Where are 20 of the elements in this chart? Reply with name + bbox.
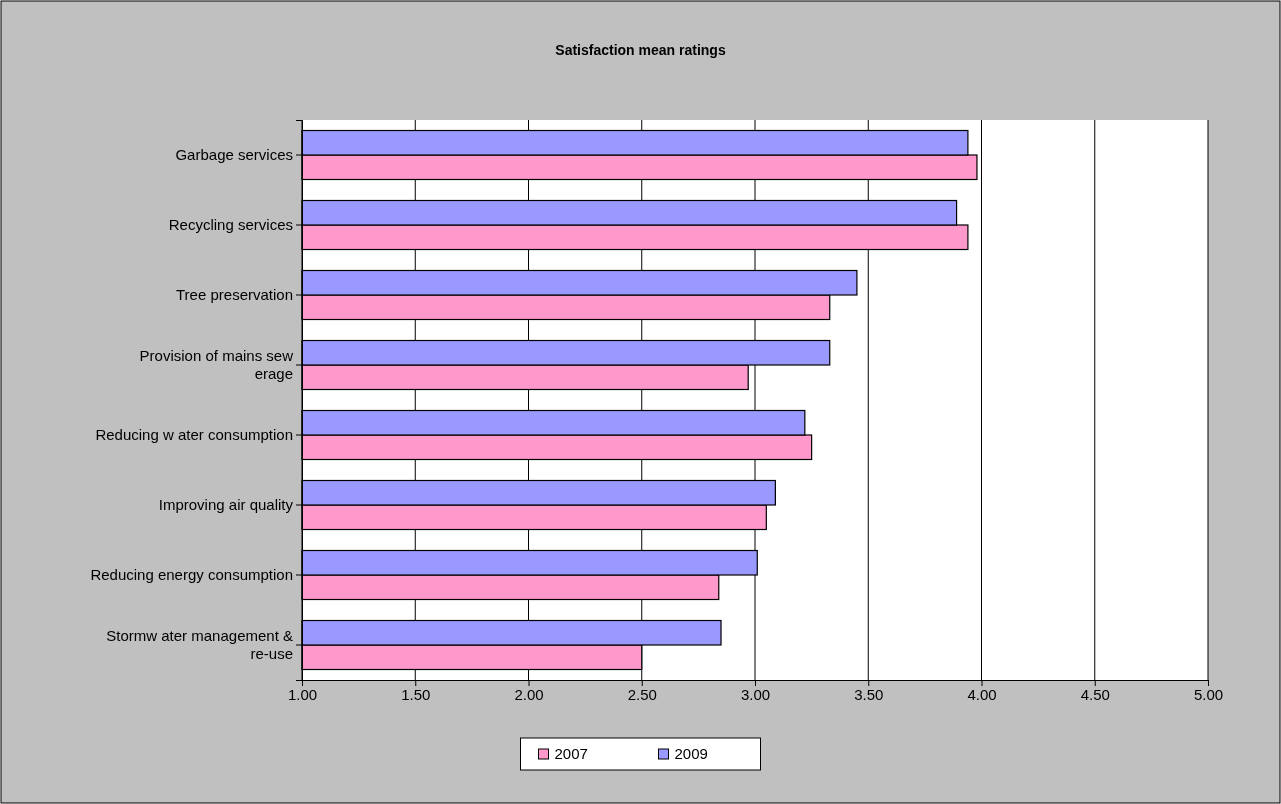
x-tick-label: 4.50 (1080, 685, 1110, 703)
legend-label: 2007 (554, 745, 588, 762)
y-tick-label: Garbage services (175, 145, 293, 163)
x-tick-label: 2.00 (514, 685, 544, 703)
y-tick-label: Reducing energy consumption (90, 565, 293, 583)
legend-label: 2009 (674, 745, 708, 762)
x-tick-label: 4.00 (967, 685, 997, 703)
x-tick-label: 1.00 (287, 685, 318, 703)
y-tick-label: Recycling services (168, 215, 293, 233)
chart-title: Satisfaction mean ratings (555, 42, 726, 58)
x-tick-label: 3.50 (854, 685, 884, 703)
y-tick-label: Provision of mains sew erage (139, 346, 294, 382)
x-tick-label: 1.50 (401, 685, 431, 703)
x-tick-label: 3.00 (740, 685, 771, 703)
x-tick-label: 5.00 (1193, 685, 1224, 703)
y-tick-label: Reducing w ater consumption (95, 425, 293, 443)
y-tick-label: Stormw ater management & re-use (106, 626, 293, 662)
x-tick-label: 2.50 (627, 685, 657, 703)
y-tick-label: Improving air quality (158, 495, 294, 513)
y-tick-label: Tree preservation (176, 285, 293, 303)
